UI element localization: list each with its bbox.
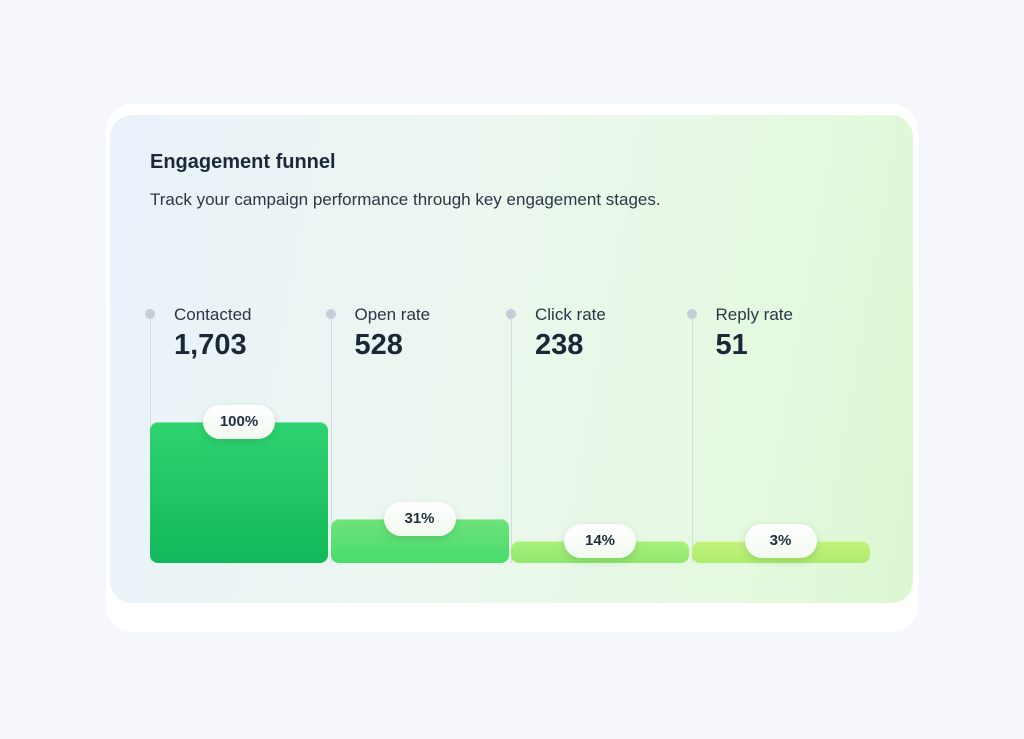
percent-badge: 3% bbox=[744, 524, 817, 558]
stage-divider-line bbox=[511, 314, 512, 563]
stage-value: 528 bbox=[354, 329, 403, 361]
percent-badge: 100% bbox=[203, 405, 275, 439]
stage-marker-dot bbox=[325, 309, 336, 319]
engagement-funnel-card: Engagement funnel Track your campaign pe… bbox=[110, 115, 913, 603]
stage-2: Open rate 528 bbox=[325, 305, 511, 563]
stage-3: Click rate 238 bbox=[506, 305, 691, 563]
stage-divider-line bbox=[330, 314, 332, 563]
stage-label: Open rate bbox=[354, 305, 431, 324]
stage-marker-dot bbox=[506, 309, 516, 319]
stage-marker-dot bbox=[686, 309, 697, 319]
percent-badge: 14% bbox=[564, 524, 636, 558]
stage-marker-dot bbox=[145, 309, 155, 319]
stage-label: Contacted bbox=[174, 305, 252, 324]
funnel-bar bbox=[150, 422, 328, 563]
stage-divider-line bbox=[691, 314, 693, 563]
chart-subtitle: Track your campaign performance through … bbox=[150, 190, 661, 209]
chart-title: Engagement funnel bbox=[150, 151, 336, 173]
stage-value: 238 bbox=[535, 329, 584, 361]
stage-label: Reply rate bbox=[715, 305, 793, 324]
percent-badge: 31% bbox=[383, 502, 456, 537]
stage-label: Click rate bbox=[535, 305, 606, 324]
stage-value: 1,703 bbox=[174, 329, 247, 361]
stage-4: Reply rate 51 bbox=[686, 305, 872, 563]
stage-value: 51 bbox=[715, 329, 748, 361]
